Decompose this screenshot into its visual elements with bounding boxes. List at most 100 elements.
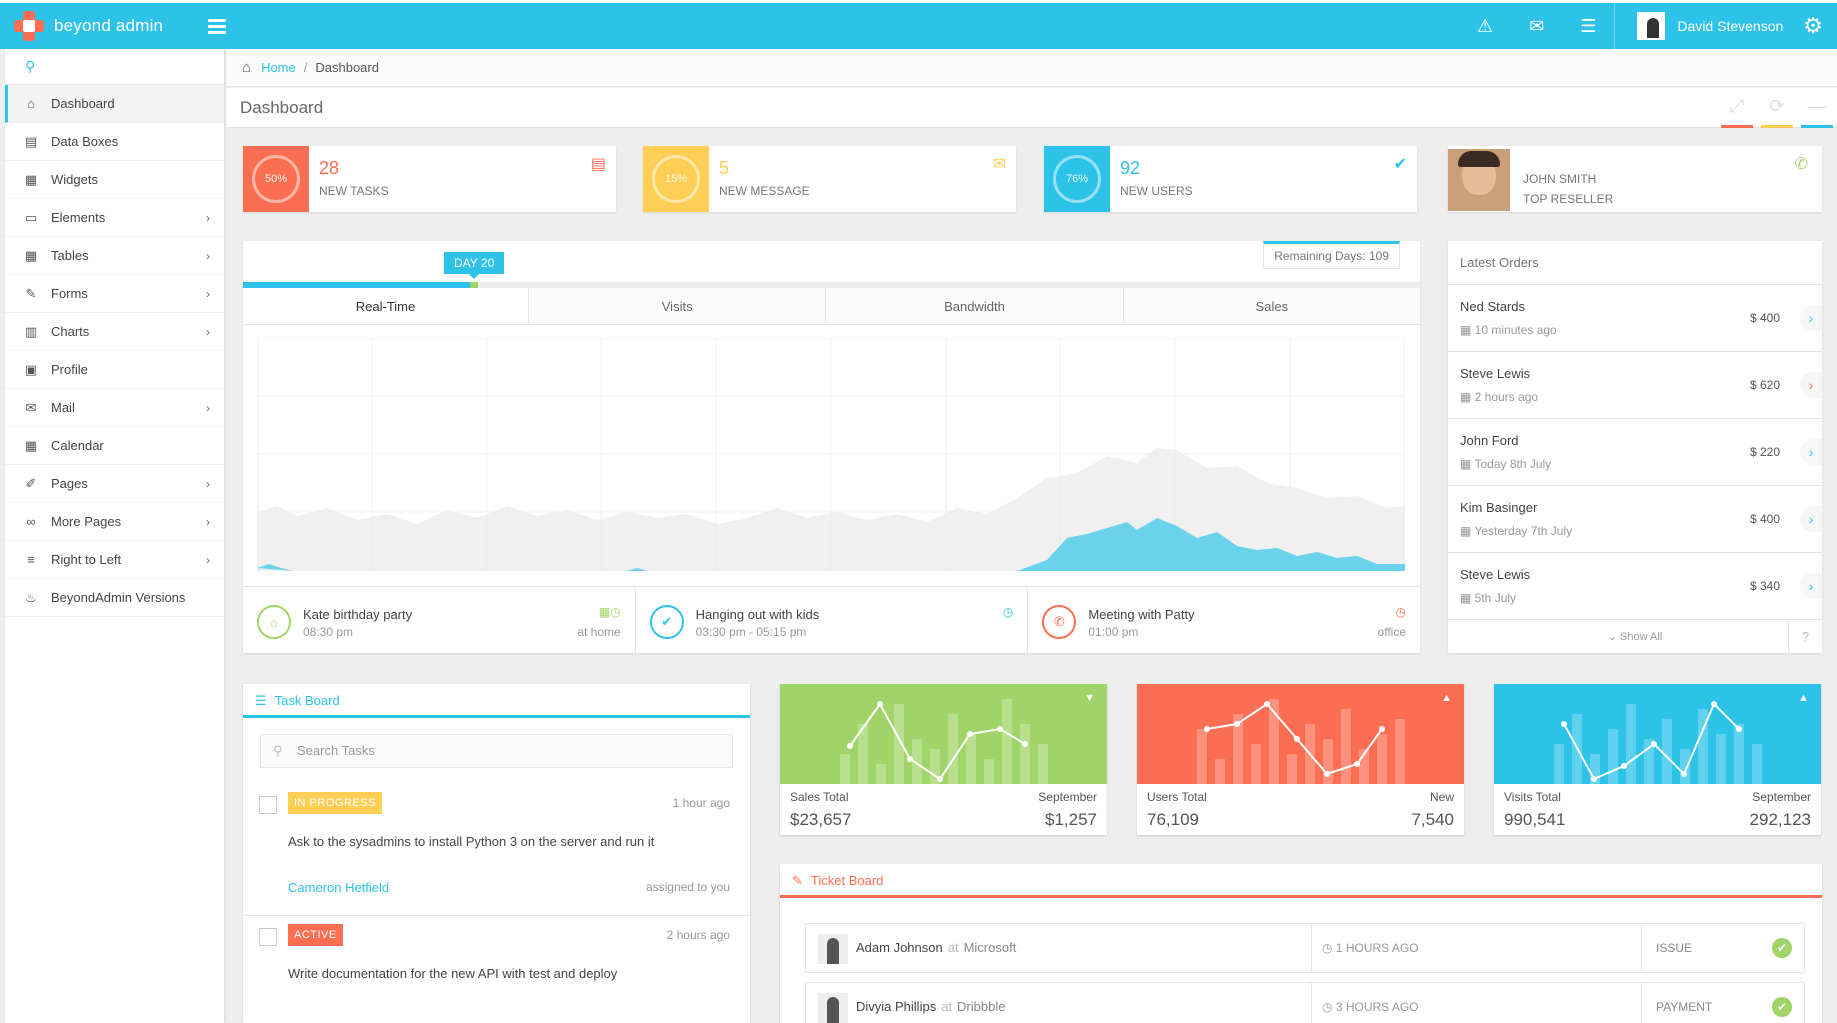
sidebar-item-tables[interactable]: ▦ Tables › (5, 237, 224, 275)
check-icon[interactable]: ✔ (1772, 997, 1792, 1017)
chevron-right-icon[interactable]: › (1800, 573, 1822, 599)
chevron-right-icon: › (206, 324, 210, 339)
task-owner-link[interactable]: Cameron Hetfield (288, 880, 390, 895)
sidebar-item-more-pages[interactable]: ∞ More Pages › (5, 503, 224, 541)
event-clock-icon: ▦◷ (598, 605, 621, 619)
sidebar-item-label: Right to Left (51, 552, 122, 567)
contact-photo (1448, 149, 1510, 211)
caret-icon[interactable]: ▲ (1798, 692, 1809, 704)
show-all-link[interactable]: ⌄ Show All (1607, 631, 1663, 643)
tab-visits[interactable]: Visits (528, 288, 826, 324)
task-checkbox[interactable] (259, 796, 277, 814)
spark-period: September (1038, 790, 1097, 804)
sidebar-item-beyondadmin-versions[interactable]: ♨ BeyondAdmin Versions (5, 579, 224, 617)
order-amount: $ 400 (1749, 512, 1780, 526)
order-row[interactable]: John Ford ▦ Today 8th July $ 220 › (1448, 419, 1822, 486)
sidebar-item-label: Forms (51, 286, 88, 301)
task-search-input[interactable]: ⚲ Search Tasks (260, 734, 733, 768)
order-row[interactable]: Steve Lewis ▦ 2 hours ago $ 620 › (1448, 352, 1822, 419)
collapse-icon[interactable]: — (1797, 88, 1837, 128)
stat-label: NEW USERS (1120, 184, 1193, 198)
chevron-right-icon[interactable]: › (1800, 439, 1822, 465)
event-clock-icon: ◷ (1395, 605, 1407, 619)
order-row[interactable]: Ned Stards ▦ 10 minutes ago $ 400 › (1448, 285, 1822, 352)
sidebar-item-calendar[interactable]: ▦ Calendar (5, 427, 224, 465)
sidebar-item-label: Dashboard (51, 96, 115, 111)
sidebar-item-profile[interactable]: ▣ Profile (5, 351, 224, 389)
tab-real-time[interactable]: Real-Time (243, 288, 528, 324)
sidebar-search[interactable]: ⚲ (5, 49, 224, 85)
ticket-company: Dribbble (957, 999, 1006, 1014)
sidebar-item-pages[interactable]: ✐ Pages › (5, 465, 224, 503)
calendar-icon: ▦ (1460, 323, 1475, 337)
order-time-label: Yesterday 7th July (1474, 524, 1573, 538)
order-amount: $ 340 (1749, 579, 1780, 593)
sidebar-item-icon: ≡ (27, 552, 35, 567)
sidebar-item-right-to-left[interactable]: ≡ Right to Left › (5, 541, 224, 579)
warning-icon[interactable]: ⚠ (1477, 15, 1494, 36)
check-icon[interactable]: ✔ (1772, 938, 1792, 958)
task-search-placeholder: Search Tasks (297, 743, 375, 758)
spark-label: Users Total (1147, 790, 1207, 804)
user-menu[interactable]: David Stevenson (1614, 3, 1803, 49)
phone-icon[interactable]: ✆ (1794, 156, 1808, 173)
tab-sales[interactable]: Sales (1122, 288, 1420, 324)
sidebar-item-icon: ▦ (24, 247, 38, 263)
page-title: Dashboard (240, 97, 324, 117)
tab-bandwidth[interactable]: Bandwidth (825, 288, 1123, 324)
ticket-row[interactable]: Divyia Phillips at Dribbble ◷ 3 HOURS AGO PA… (805, 982, 1805, 1023)
chevron-right-icon[interactable]: › (1800, 372, 1822, 398)
stat-value: 92 (1120, 158, 1141, 178)
help-icon[interactable]: ? (1788, 620, 1822, 654)
chevron-right-icon: › (206, 286, 210, 301)
sidebar-item-data-boxes[interactable]: ▤ Data Boxes (5, 123, 224, 161)
task-description: Write documentation for the new API with… (288, 966, 618, 981)
breadcrumb-home-link[interactable]: Home (261, 60, 296, 75)
sidebar-item-forms[interactable]: ✎ Forms › (5, 275, 224, 313)
sidebar-item-icon: ▦ (24, 437, 38, 453)
chevron-right-icon[interactable]: › (1800, 506, 1822, 532)
fullscreen-icon[interactable]: ⤢ (1717, 88, 1757, 128)
event-item[interactable]: ✔ Hanging out with kids 03:30 pm - 05:15 p… (634, 587, 1028, 653)
ticket-company: Microsoft (963, 940, 1017, 955)
sidebar-item-widgets[interactable]: ▦ Widgets (5, 161, 224, 199)
tasks-icon[interactable]: ☰ (1580, 15, 1597, 36)
latest-orders-panel: Latest Orders Ned Stards ▦ 10 minutes ago… (1448, 241, 1822, 654)
sidebar-item-label: Elements (51, 210, 106, 225)
task-assigned: assigned to you (645, 880, 730, 894)
calendar-icon: ▦ (1460, 390, 1475, 404)
chevron-right-icon: › (206, 552, 210, 567)
sidebar-item-charts[interactable]: ▥ Charts › (5, 313, 224, 351)
sidebar-item-label: Tables (51, 248, 89, 263)
sidebar-item-icon: ▤ (24, 133, 38, 149)
caret-icon[interactable]: ▼ (1084, 692, 1095, 704)
event-icon: ✔ (649, 605, 684, 639)
search-icon: ⚲ (25, 58, 36, 74)
avatar (818, 934, 848, 964)
contact-name: JOHN SMITH (1523, 172, 1597, 186)
chevron-right-icon[interactable]: › (1800, 305, 1822, 331)
ticket-row[interactable]: Adam Johnson at Microsoft ◷ 1 HOURS AGO ISSU… (805, 923, 1805, 973)
ticket-time: ◷ 1 HOURS AGO (1311, 924, 1641, 972)
chevron-right-icon: › (206, 514, 210, 529)
task-status-badge: IN PROGRESS (288, 792, 382, 814)
settings-gear-icon[interactable]: ⚙ (1803, 13, 1823, 38)
order-customer: Ned Stards (1460, 299, 1526, 314)
sidebar-item-dashboard[interactable]: ⌂ Dashboard (5, 85, 224, 123)
order-row[interactable]: Steve Lewis ▦ 5th July $ 340 › (1448, 553, 1822, 620)
calendar-icon: ▦ (1460, 591, 1475, 605)
caret-icon[interactable]: ▲ (1441, 692, 1452, 704)
event-item[interactable]: ⌂ Kate birthday party 08:30 pm ▦◷ at home (243, 587, 635, 653)
refresh-icon[interactable]: ⟳ (1757, 88, 1797, 128)
sidebar-item-mail[interactable]: ✉ Mail › (5, 389, 224, 427)
menu-toggle-icon[interactable] (208, 16, 226, 37)
sidebar-item-label: More Pages (51, 514, 122, 529)
ticket-board: ✎ Ticket Board Adam Johnson at Microsoft ◷ 1… (780, 864, 1822, 1023)
event-item[interactable]: ✆ Meeting with Patty 01:00 pm ◷ office (1027, 587, 1420, 653)
brand-logo[interactable]: beyond admin (0, 9, 220, 43)
order-row[interactable]: Kim Basinger ▦ Yesterday 7th July $ 400 › (1448, 486, 1822, 553)
sidebar-item-elements[interactable]: ▭ Elements › (5, 199, 224, 237)
messages-icon[interactable]: ✉ (1529, 15, 1545, 36)
task-checkbox[interactable] (259, 928, 277, 946)
user-name: David Stevenson (1677, 18, 1784, 34)
